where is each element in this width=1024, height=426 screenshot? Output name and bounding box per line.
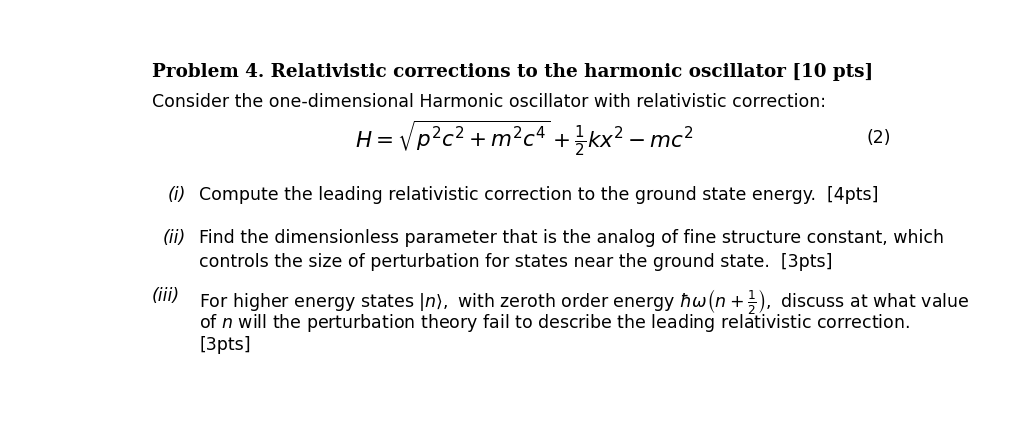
Text: Problem 4. Relativistic corrections to the harmonic oscillator [10 pts]: Problem 4. Relativistic corrections to t… — [152, 63, 872, 81]
Text: (2): (2) — [867, 129, 892, 147]
Text: (i): (i) — [168, 186, 186, 204]
Text: Find the dimensionless parameter that is the analog of fine structure constant, : Find the dimensionless parameter that is… — [200, 229, 944, 247]
Text: $\mathrm{For\ higher\ energy\ states\ }|n\rangle\mathrm{,\ with\ zeroth\ order\ : $\mathrm{For\ higher\ energy\ states\ }|… — [200, 287, 970, 316]
Text: $H = \sqrt{p^2c^2 + m^2c^4} + \frac{1}{2}kx^2 - mc^2$: $H = \sqrt{p^2c^2 + m^2c^4} + \frac{1}{2… — [355, 118, 694, 158]
Text: (ii): (ii) — [163, 229, 186, 247]
Text: (iii): (iii) — [152, 287, 180, 305]
Text: controls the size of perturbation for states near the ground state.  [3pts]: controls the size of perturbation for st… — [200, 253, 833, 271]
Text: [3pts]: [3pts] — [200, 337, 251, 354]
Text: Consider the one-dimensional Harmonic oscillator with relativistic correction:: Consider the one-dimensional Harmonic os… — [152, 93, 825, 111]
Text: of $n$ will the perturbation theory fail to describe the leading relativistic co: of $n$ will the perturbation theory fail… — [200, 312, 910, 334]
Text: Compute the leading relativistic correction to the ground state energy.  [4pts]: Compute the leading relativistic correct… — [200, 186, 879, 204]
